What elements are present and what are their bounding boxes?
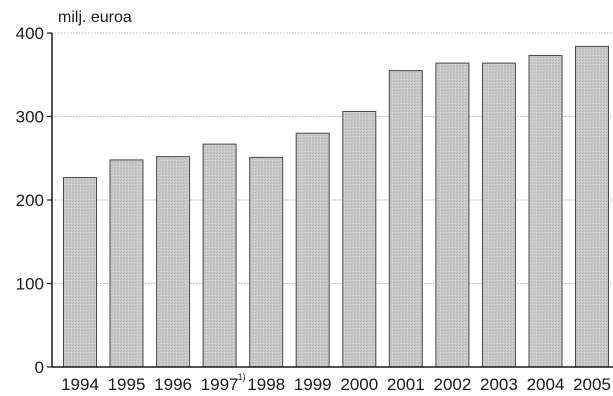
- x-tick-label-2000: 2000: [340, 375, 378, 394]
- bar-2002: [435, 62, 470, 368]
- bar-2001: [388, 70, 423, 368]
- x-tick-label-2002: 2002: [433, 375, 471, 394]
- y-tick-label-300: 300: [16, 108, 44, 127]
- gridlines: [52, 32, 613, 284]
- bar-1995: [109, 159, 144, 368]
- x-tick-label-1998: 1998: [247, 375, 285, 394]
- bar-1999: [295, 132, 330, 368]
- y-tick-label-100: 100: [16, 275, 44, 294]
- footnote-mark: 1): [238, 372, 246, 382]
- x-tick-labels: 1994 1995 1996 1997 1) 1998 1999 2000 2001 2002 20…: [61, 372, 611, 394]
- bar-1998: [249, 156, 284, 368]
- x-tick-label-2001: 2001: [387, 375, 425, 394]
- x-tick-label-2003: 2003: [480, 375, 518, 394]
- bar-1994: [63, 177, 97, 368]
- x-tick-label-1999: 1999: [294, 375, 332, 394]
- x-tick-label-2005: 2005: [573, 375, 611, 394]
- bar-1997: [202, 143, 237, 368]
- x-tick-label-1996: 1996: [154, 375, 192, 394]
- bar-2003: [481, 62, 516, 368]
- bar-2004: [528, 55, 563, 368]
- x-tick-label-1995: 1995: [108, 375, 146, 394]
- bar-1996: [156, 156, 191, 368]
- bar-2000: [342, 111, 377, 368]
- y-axis-unit-label: milj. euroa: [58, 9, 132, 26]
- bars: [63, 45, 609, 368]
- x-tick-label-1994: 1994: [61, 375, 99, 394]
- y-tick-labels: 0 100 200 300 400: [16, 24, 52, 377]
- x-tick-label-2004: 2004: [527, 375, 565, 394]
- x-tick-label-1997: 1997: [201, 375, 239, 394]
- y-tick-label-0: 0: [35, 358, 44, 377]
- y-tick-label-400: 400: [16, 24, 44, 43]
- y-tick-label-200: 200: [16, 191, 44, 210]
- bar-2005: [575, 45, 609, 368]
